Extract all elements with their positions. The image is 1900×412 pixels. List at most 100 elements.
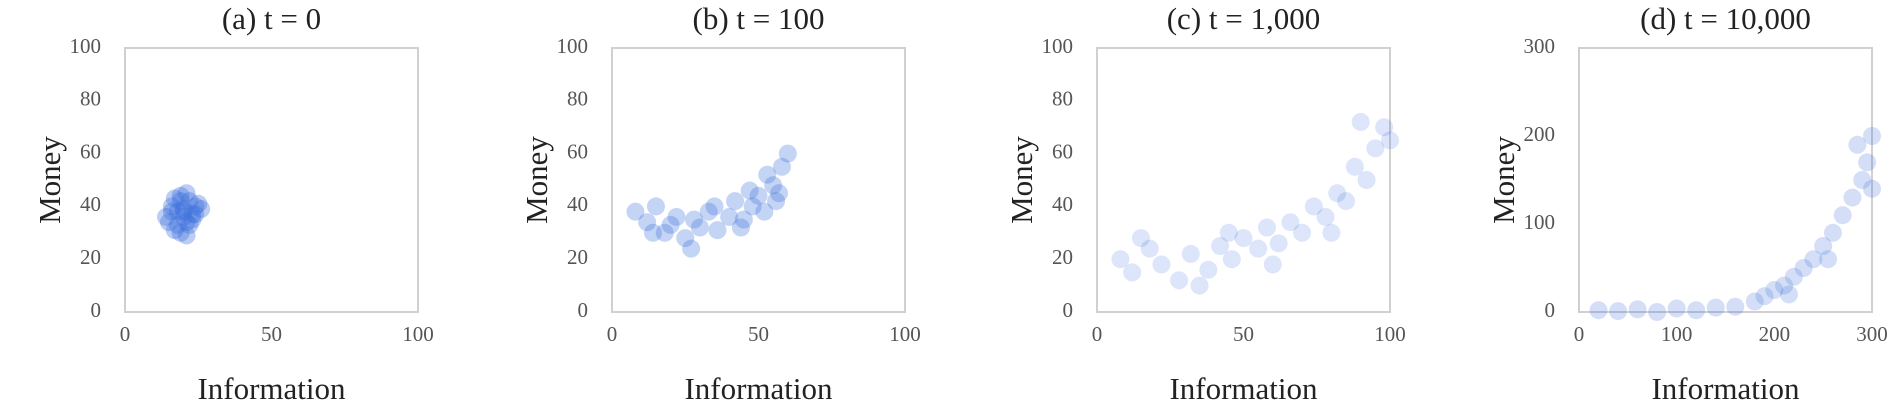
y-tick-label: 0 (91, 298, 102, 322)
scatter-point (1152, 255, 1171, 274)
scatter-point (1269, 234, 1288, 253)
scatter-point (667, 207, 686, 226)
scatter-point (1794, 259, 1813, 277)
scatter-point (655, 223, 674, 242)
scatter-point (772, 157, 791, 176)
chart-title: (b) t = 100 (693, 1, 825, 36)
x-tick-label: 100 (1374, 322, 1406, 346)
scatter-point (749, 186, 768, 205)
y-tick-label: 100 (557, 34, 589, 58)
y-tick-label: 0 (578, 298, 589, 322)
plot-frame (124, 47, 419, 313)
y-axis-label: Money (519, 136, 554, 224)
plot-frame (611, 47, 906, 313)
scatter-point (1784, 267, 1803, 286)
scatter-point (168, 202, 187, 221)
x-tick-label: 0 (1092, 322, 1103, 346)
y-tick-label: 20 (80, 245, 101, 269)
scatter-point (1589, 301, 1608, 320)
y-tick-label: 0 (1545, 298, 1556, 322)
scatter-point (1222, 250, 1241, 269)
scatter-point (159, 213, 178, 232)
y-tick-label: 60 (567, 139, 588, 163)
scatter-point (1123, 263, 1142, 282)
y-tick-label: 40 (1052, 192, 1073, 216)
scatter-point (1181, 244, 1200, 263)
scatter-point (189, 194, 208, 213)
x-tick-label: 50 (748, 322, 769, 346)
scatter-point (1648, 303, 1667, 321)
scatter-point (162, 197, 181, 216)
scatter-point (1131, 229, 1150, 248)
y-axis-label: Money (32, 136, 67, 224)
scatter-point (171, 186, 190, 205)
plot-frame (1578, 47, 1873, 313)
scatter-point (646, 197, 665, 216)
x-tick-label: 50 (1233, 322, 1254, 346)
scatter-point (1328, 184, 1347, 203)
scatter-point (1316, 207, 1335, 226)
y-tick-label: 0 (1063, 298, 1074, 322)
x-axis-label: Information (1169, 371, 1318, 406)
scatter-point (1293, 223, 1312, 242)
scatter-point (682, 239, 701, 258)
scatter-point (1111, 250, 1130, 269)
y-tick-label: 20 (1052, 245, 1073, 269)
y-tick-label: 40 (567, 192, 588, 216)
scatter-point (1804, 250, 1823, 269)
chart-title: (c) t = 1,000 (1167, 1, 1321, 36)
x-axis-label: Information (1651, 371, 1800, 406)
scatter-point (162, 202, 181, 221)
scatter-point (1375, 118, 1394, 137)
scatter-point (1726, 297, 1745, 316)
scatter-point (174, 207, 193, 226)
chart-title: (a) t = 0 (222, 1, 321, 36)
scatter-point (1755, 287, 1774, 306)
scatter-point (661, 215, 680, 234)
y-tick-label: 80 (567, 87, 588, 111)
x-tick-label: 0 (120, 322, 131, 346)
scatter-point (676, 229, 695, 248)
scatter-point (1249, 239, 1268, 258)
scatter-point (174, 202, 193, 221)
scatter-point (183, 210, 202, 229)
y-tick-label: 100 (1524, 210, 1556, 234)
scatter-point (755, 202, 774, 221)
scatter-point (1823, 223, 1842, 242)
scatter-point (699, 202, 718, 221)
scatter-point (1257, 218, 1276, 237)
scatter-point (1863, 127, 1881, 145)
scatter-point (1234, 229, 1253, 248)
x-tick-label: 100 (889, 322, 921, 346)
scatter-point (1345, 157, 1364, 176)
scatter-point (1381, 131, 1399, 150)
scatter-point (1814, 237, 1833, 255)
scatter-point (743, 197, 762, 216)
scatter-point (764, 176, 783, 195)
scatter-point (1765, 281, 1784, 299)
scatter-point (1853, 171, 1872, 189)
scatter-point (1190, 276, 1209, 295)
scatter-point (726, 192, 745, 211)
scatter-point (1863, 179, 1881, 198)
x-tick-label: 200 (1759, 322, 1791, 346)
scatter-point (705, 197, 724, 216)
scatter-point (767, 192, 786, 211)
scatter-point (1858, 153, 1877, 172)
scatter-point (1140, 239, 1159, 258)
scatter-point (1263, 255, 1282, 274)
plot-frame (1096, 47, 1391, 313)
scatter-point (1211, 237, 1230, 255)
x-tick-label: 50 (261, 322, 282, 346)
scatter-point (186, 197, 205, 216)
y-tick-label: 200 (1524, 122, 1556, 146)
scatter-point (690, 218, 709, 237)
y-tick-label: 100 (1042, 34, 1074, 58)
scatter-point (1357, 171, 1376, 189)
scatter-point (720, 207, 739, 226)
scatter-point (192, 200, 211, 219)
scatter-point (1351, 112, 1370, 131)
scatter-point (1366, 139, 1385, 158)
scatter-point (168, 215, 187, 234)
